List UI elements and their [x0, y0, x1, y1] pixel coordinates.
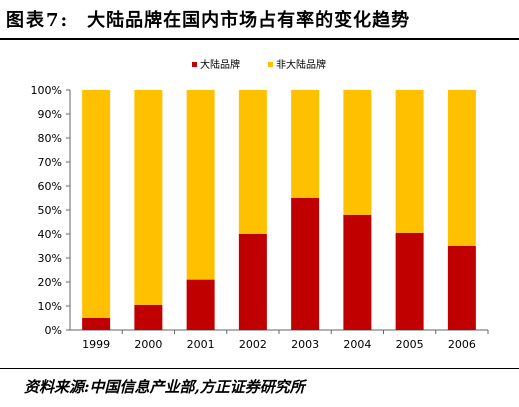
- bar-segment-non-mainland-2002: [238, 90, 267, 234]
- legend-label-1: 大陆品牌: [200, 58, 240, 71]
- legend-swatch-1: [192, 62, 197, 67]
- y-tick-label: 0%: [45, 324, 62, 337]
- stacked-bar-chart: 大陆品牌 非大陆品牌 0% 10% 20% 30% 40% 50% 60% 70% 80% 90% 10…: [31, 58, 489, 351]
- source-rule: [0, 368, 519, 369]
- bar-segment-mainland-1999: [82, 318, 111, 330]
- figure-label: 图表7:: [6, 10, 70, 31]
- chart-title: 图表7: 大陆品牌在国内市场占有率的变化趋势: [6, 6, 513, 36]
- y-tick-label: 80%: [38, 132, 62, 145]
- bar-segment-mainland-2006: [447, 246, 476, 330]
- bar-segment-non-mainland-1999: [82, 90, 111, 318]
- bar-segment-mainland-2000: [134, 304, 163, 330]
- y-tick-label: 50%: [38, 204, 62, 217]
- y-tick-label: 100%: [31, 84, 62, 97]
- bar-segment-mainland-2001: [186, 279, 215, 330]
- legend-label-2: 非大陆品牌: [276, 58, 326, 71]
- legend-swatch-2: [268, 62, 273, 67]
- x-tick-label: 2001: [187, 338, 215, 351]
- y-tick-label: 30%: [38, 252, 62, 265]
- x-tick-label: 2005: [396, 338, 424, 351]
- bar-segment-non-mainland-2000: [134, 90, 163, 305]
- bar-segment-non-mainland-2003: [291, 90, 320, 198]
- x-tick-label: 2000: [134, 338, 162, 351]
- x-tick-label: 2003: [291, 338, 319, 351]
- y-tick-label: 40%: [38, 228, 62, 241]
- x-tick-label: 2004: [343, 338, 371, 351]
- bar-segment-non-mainland-2006: [447, 90, 476, 246]
- y-tick-label: 60%: [38, 180, 62, 193]
- source-note: 资料来源:中国信息产业部,方正证券研究所: [24, 378, 305, 396]
- bar-segment-non-mainland-2004: [343, 90, 372, 215]
- figure-title: 大陆品牌在国内市场占有率的变化趋势: [87, 10, 411, 31]
- bar-segment-mainland-2004: [343, 214, 372, 330]
- x-tick-label: 2006: [448, 338, 476, 351]
- y-tick-label: 20%: [38, 276, 62, 289]
- bar-segment-mainland-2003: [291, 198, 320, 330]
- y-tick-label: 10%: [38, 300, 62, 313]
- y-tick-label: 90%: [38, 108, 62, 121]
- x-tick-label: 1999: [82, 338, 110, 351]
- x-tick-label: 2002: [239, 338, 267, 351]
- bar-segment-non-mainland-2005: [395, 90, 424, 233]
- y-tick-label: 70%: [38, 156, 62, 169]
- title-rule: [0, 38, 519, 40]
- bar-segment-non-mainland-2001: [186, 90, 215, 280]
- bar-segment-mainland-2002: [238, 234, 267, 330]
- bar-segment-mainland-2005: [395, 232, 424, 330]
